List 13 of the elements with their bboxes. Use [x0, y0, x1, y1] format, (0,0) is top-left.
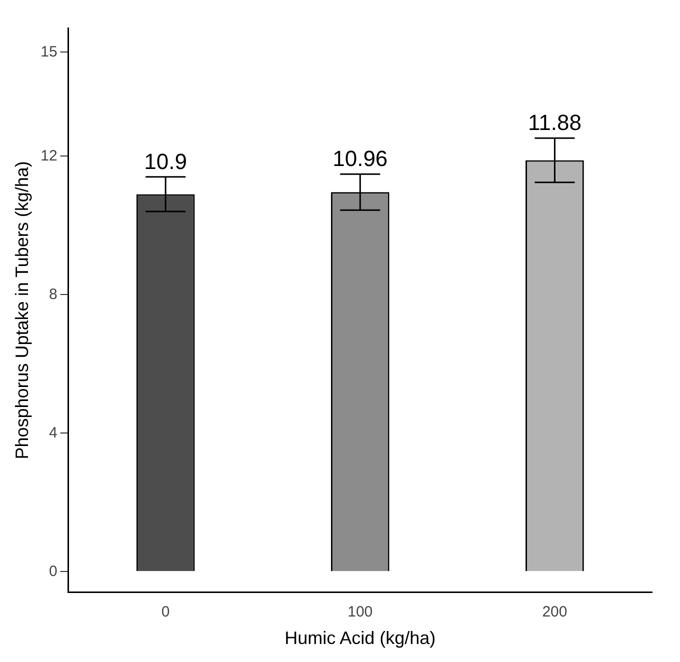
y-tick-label: 15: [40, 43, 58, 60]
data-label: 11.88: [528, 110, 582, 136]
data-label: 10.96: [332, 146, 388, 172]
x-tick-label: 200: [542, 604, 568, 621]
x-tick-label: 0: [161, 604, 170, 621]
y-tick-label: 12: [40, 147, 58, 164]
y-tick-label: 4: [48, 424, 58, 442]
x-tick-label: 100: [348, 604, 373, 621]
y-axis-title: Phosphorus Uptake in Tubers (kg/ha): [12, 161, 32, 460]
x-axis-title: Humic Acid (kg/ha): [284, 628, 436, 648]
y-tick-label: 0: [48, 562, 58, 580]
data-label: 10.9: [144, 148, 187, 174]
y-tick-label: 8: [48, 286, 58, 303]
